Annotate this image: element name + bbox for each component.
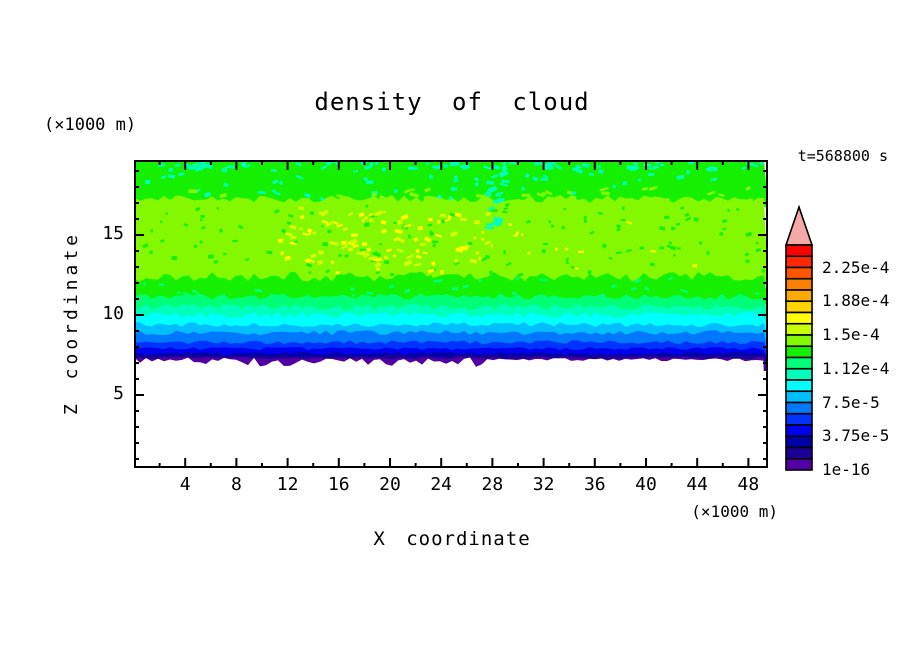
x-tick-label-40: 40 bbox=[635, 474, 657, 495]
plot-area bbox=[134, 160, 768, 468]
x-axis-unit-label: (×1000 m) bbox=[691, 502, 778, 521]
x-tick-label-8: 8 bbox=[230, 474, 242, 495]
y-axis-title: Z coordinate bbox=[61, 230, 82, 416]
x-tick-label-16: 16 bbox=[327, 474, 350, 495]
x-tick-label-36: 36 bbox=[583, 474, 606, 495]
y-axis-unit-label: (×1000 m) bbox=[44, 115, 137, 135]
x-tick-label-28: 28 bbox=[481, 474, 504, 495]
colorbar-label-2.25e-4: 2.25e-4 bbox=[822, 257, 890, 277]
y-tick-label-5: 5 bbox=[113, 383, 124, 404]
x-tick-label-44: 44 bbox=[686, 474, 709, 495]
timestamp-label: t=568800 s bbox=[797, 147, 888, 165]
colorbar-label-1.5e-4: 1.5e-4 bbox=[822, 325, 880, 344]
colorbar-scale bbox=[784, 204, 814, 471]
x-tick-label-48: 48 bbox=[737, 474, 760, 495]
y-tick-label-15: 15 bbox=[102, 223, 124, 244]
x-tick-label-24: 24 bbox=[430, 474, 453, 495]
colorbar-label-1e-16: 1e-16 bbox=[822, 460, 871, 479]
contour-field bbox=[134, 160, 768, 468]
x-tick-label-32: 32 bbox=[532, 474, 555, 495]
colorbar-label-1.12e-4: 1.12e-4 bbox=[822, 358, 890, 378]
y-tick-label-10: 10 bbox=[102, 303, 124, 324]
colorbar bbox=[784, 204, 814, 479]
x-tick-label-4: 4 bbox=[179, 474, 191, 495]
colorbar-label-1.88e-4: 1.88e-4 bbox=[822, 291, 890, 311]
colorbar-label-3.75e-5: 3.75e-5 bbox=[822, 426, 890, 446]
x-axis-title: X coordinate bbox=[373, 528, 531, 550]
chart-title: density of cloud bbox=[314, 88, 590, 116]
x-tick-label-12: 12 bbox=[276, 474, 299, 495]
colorbar-label-7.5e-5: 7.5e-5 bbox=[822, 392, 880, 412]
x-tick-label-20: 20 bbox=[379, 474, 401, 495]
